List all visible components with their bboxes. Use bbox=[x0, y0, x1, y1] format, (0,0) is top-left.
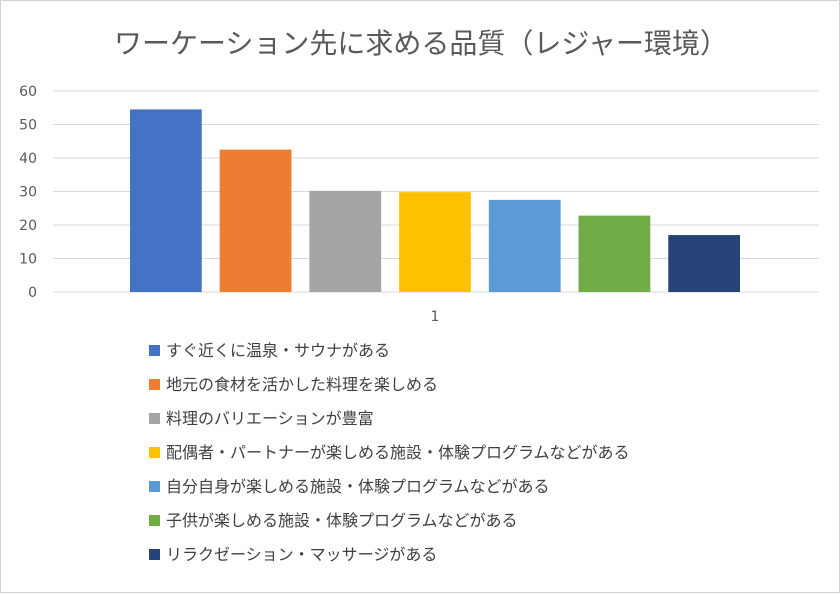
legend-label: リラクゼーション・マッサージがある bbox=[166, 545, 437, 564]
legend: すぐ近くに温泉・サウナがある地元の食材を活かした料理を楽しめる料理のバリエーショ… bbox=[149, 341, 630, 564]
bar bbox=[668, 235, 741, 292]
bar bbox=[219, 149, 292, 292]
legend-swatch bbox=[149, 379, 160, 390]
legend-swatch bbox=[149, 345, 160, 356]
legend-label: 自分自身が楽しめる施設・体験プログラムなどがある bbox=[166, 477, 550, 496]
y-tick-label: 0 bbox=[28, 285, 37, 301]
y-tick-label: 10 bbox=[19, 252, 37, 268]
bar bbox=[578, 215, 651, 292]
y-tick-label: 60 bbox=[19, 84, 37, 100]
y-tick-label: 20 bbox=[19, 218, 37, 234]
legend-label: 配偶者・パートナーが楽しめる施設・体験プログラムなどがある bbox=[166, 443, 630, 462]
bar bbox=[129, 109, 202, 292]
legend-label: 子供が楽しめる施設・体験プログラムなどがある bbox=[166, 511, 518, 530]
legend-swatch bbox=[149, 447, 160, 458]
legend-label: 地元の食材を活かした料理を楽しめる bbox=[166, 375, 438, 394]
y-tick-label: 50 bbox=[19, 118, 37, 134]
bar bbox=[309, 190, 382, 292]
legend-label: すぐ近くに温泉・サウナがある bbox=[166, 341, 390, 360]
y-axis: 0 10 20 30 40 50 60 bbox=[19, 84, 37, 301]
chart-title: ワーケーション先に求める品質（レジャー環境） bbox=[114, 27, 728, 60]
x-tick-label: 1 bbox=[431, 309, 440, 325]
y-tick-label: 40 bbox=[19, 151, 37, 167]
legend-swatch bbox=[149, 481, 160, 492]
legend-swatch bbox=[149, 549, 160, 560]
legend-label: 料理のバリエーションが豊富 bbox=[166, 409, 374, 428]
bar bbox=[488, 199, 561, 292]
legend-swatch bbox=[149, 413, 160, 424]
x-axis: 1 bbox=[431, 309, 440, 325]
legend-swatch bbox=[149, 515, 160, 526]
bars bbox=[129, 109, 741, 292]
bar bbox=[399, 192, 471, 292]
y-tick-label: 30 bbox=[19, 185, 37, 201]
